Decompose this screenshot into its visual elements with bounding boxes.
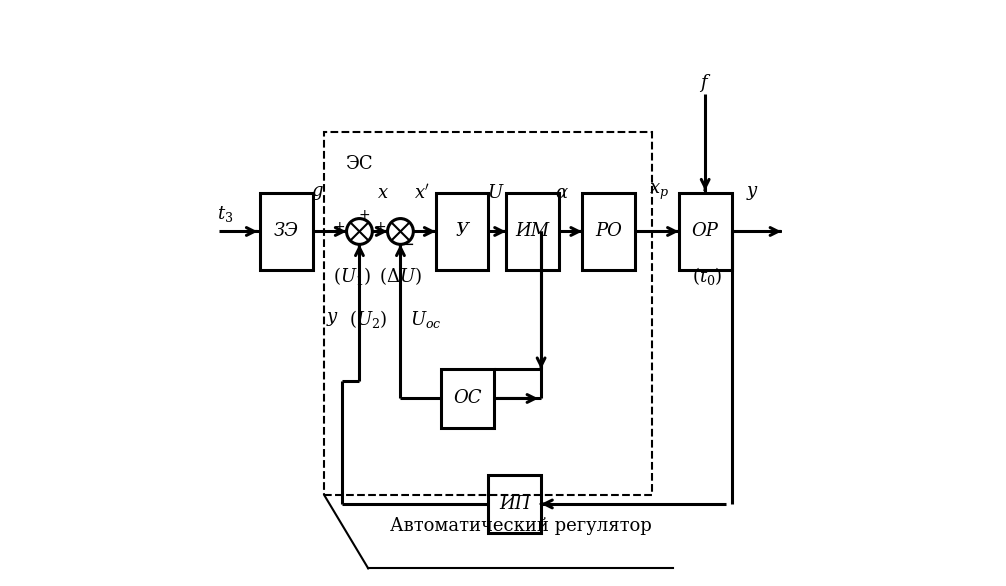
Text: $(t_0)$: $(t_0)$ (692, 265, 722, 287)
Text: ИП: ИП (499, 495, 530, 513)
FancyBboxPatch shape (506, 193, 558, 270)
Text: ЗЭ: ЗЭ (274, 223, 299, 240)
Text: У: У (456, 223, 469, 240)
Text: $U_{oc}$: $U_{oc}$ (410, 309, 442, 330)
Text: $+$: $+$ (358, 208, 370, 222)
FancyBboxPatch shape (679, 193, 731, 270)
Text: $(U_2)$: $(U_2)$ (349, 308, 387, 331)
Text: РО: РО (595, 223, 622, 240)
Text: $g$: $g$ (311, 184, 324, 202)
Text: $U$: $U$ (487, 184, 505, 202)
Text: $x_p$: $x_p$ (649, 182, 669, 202)
Text: $t_3$: $t_3$ (217, 204, 233, 224)
Text: $x$: $x$ (377, 184, 388, 202)
FancyBboxPatch shape (582, 193, 635, 270)
FancyBboxPatch shape (260, 193, 313, 270)
Text: ОР: ОР (692, 223, 718, 240)
Text: $y$: $y$ (745, 184, 759, 202)
FancyBboxPatch shape (436, 193, 488, 270)
Text: $-$: $-$ (399, 236, 414, 253)
Text: $(\Delta U)$: $(\Delta U)$ (379, 265, 422, 287)
FancyBboxPatch shape (442, 369, 494, 428)
Text: ИМ: ИМ (515, 223, 549, 240)
Text: $y$: $y$ (326, 311, 339, 328)
Text: $x'$: $x'$ (414, 183, 431, 202)
Text: ОС: ОС (454, 390, 482, 407)
Text: $+$: $+$ (374, 220, 386, 234)
Text: $\alpha$: $\alpha$ (554, 184, 568, 202)
Text: ЭC: ЭC (346, 155, 373, 173)
Text: Автоматический регулятор: Автоматический регулятор (389, 517, 652, 535)
FancyBboxPatch shape (488, 475, 541, 533)
Text: $(U_1)$: $(U_1)$ (333, 265, 371, 287)
Text: $+$: $+$ (333, 220, 345, 234)
Text: $f$: $f$ (699, 71, 711, 94)
